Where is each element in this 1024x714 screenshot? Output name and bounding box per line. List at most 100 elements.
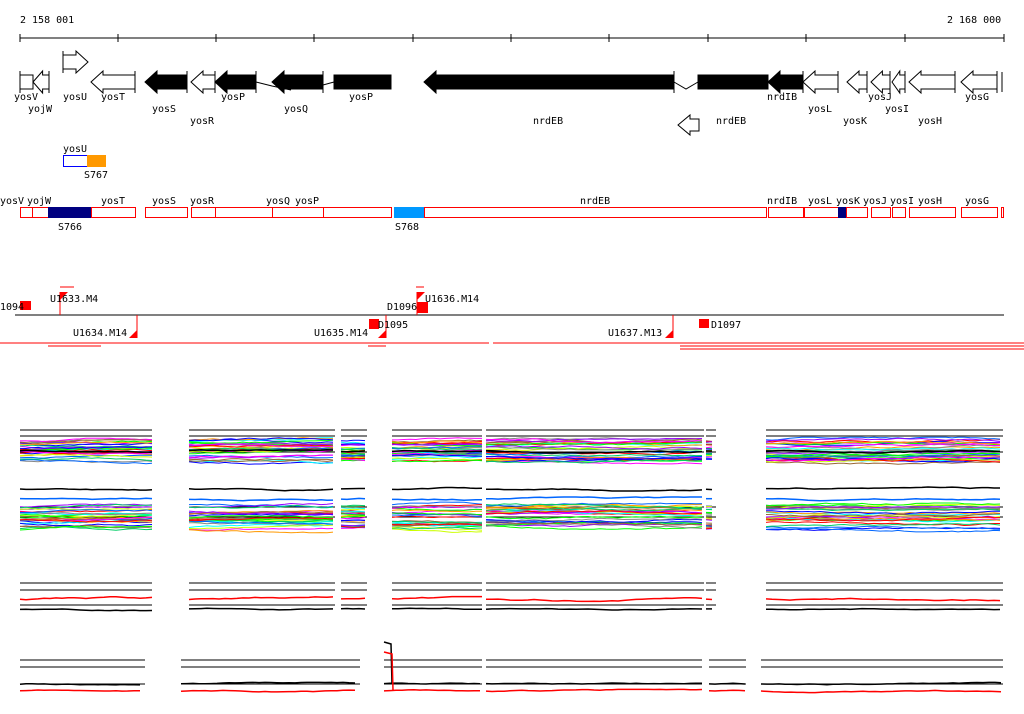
marker-label[interactable]: U1637.M13 — [608, 328, 662, 339]
gene-label[interactable]: yosR — [190, 116, 215, 127]
marker-flag-icon[interactable] — [378, 330, 386, 338]
segment-box[interactable] — [48, 207, 92, 218]
feature-s767-box[interactable] — [87, 155, 106, 167]
plot-series-line — [340, 439, 366, 442]
marker-label[interactable]: U1635.M14 — [314, 328, 368, 339]
segment-box[interactable] — [846, 207, 868, 218]
segment-box[interactable] — [768, 207, 804, 218]
marker-label[interactable]: D1095 — [378, 320, 408, 331]
gene-arrow[interactable] — [214, 69, 257, 95]
plot-series-line — [765, 502, 1001, 507]
segment-label: yosS — [152, 196, 176, 207]
gene-arrow[interactable] — [846, 69, 868, 95]
plot-series-line — [391, 523, 483, 526]
gene-label[interactable]: yojW — [28, 104, 53, 115]
gene-label[interactable]: yosU — [63, 92, 87, 103]
segment-box[interactable] — [961, 207, 998, 218]
gene-arrow[interactable] — [423, 69, 675, 95]
segment-box[interactable] — [424, 207, 767, 218]
gene-arrow[interactable] — [802, 69, 839, 95]
plot-series-line — [188, 504, 334, 509]
feature-gene-box[interactable] — [63, 155, 88, 167]
gene-arrow[interactable] — [19, 74, 34, 90]
marker-flag-icon[interactable] — [417, 292, 425, 300]
plot-series-line — [485, 437, 703, 442]
gene-label[interactable]: yosI — [885, 104, 909, 115]
segment-box[interactable] — [1001, 207, 1004, 218]
plot-series-line — [340, 505, 366, 508]
plot-series-line — [340, 497, 366, 501]
segment-box[interactable] — [91, 207, 136, 218]
marker-label[interactable]: U1634.M14 — [73, 328, 127, 339]
plot-series-line — [485, 445, 703, 451]
gene-arrow-small[interactable] — [677, 113, 700, 137]
plot-series-line — [340, 508, 366, 511]
gene-label[interactable]: yosP — [349, 92, 373, 103]
marker-flag-icon[interactable] — [665, 330, 673, 338]
gene-label[interactable]: nrdEB — [533, 116, 563, 127]
segment-box[interactable] — [20, 207, 33, 218]
gene-label[interactable]: nrdIB — [767, 92, 797, 103]
segment-box[interactable] — [892, 207, 906, 218]
marker-label[interactable]: D1097 — [711, 320, 741, 331]
gene-arrow[interactable] — [90, 69, 136, 95]
marker-box[interactable] — [699, 319, 709, 328]
marker-flag-icon[interactable] — [60, 292, 68, 300]
gene-label[interactable]: yosS — [152, 104, 176, 115]
gene-arrow[interactable] — [32, 69, 50, 95]
plot-series-line — [765, 443, 1001, 449]
plot-series-line — [708, 689, 746, 692]
plot-series-line — [19, 446, 153, 450]
plot-series-line — [391, 509, 482, 513]
segment-box[interactable] — [272, 207, 324, 218]
gene-label[interactable]: yosL — [808, 104, 832, 115]
segment-box[interactable] — [191, 207, 216, 218]
marker-label[interactable]: D1096 — [387, 302, 417, 313]
gene-arrow[interactable] — [767, 69, 804, 95]
plot-series-line — [760, 681, 1002, 686]
marker-label[interactable]: U1633.M4 — [50, 294, 98, 305]
gene-label[interactable]: yosH — [918, 116, 942, 127]
plot-series-line — [340, 513, 366, 516]
segment-box[interactable] — [871, 207, 891, 218]
gene-arrow[interactable] — [870, 69, 891, 95]
marker-flag-icon[interactable] — [129, 330, 137, 338]
plot-series-line — [188, 458, 334, 462]
segment-box[interactable] — [145, 207, 188, 218]
segment-box[interactable] — [909, 207, 956, 218]
gene-arrow[interactable] — [960, 69, 998, 95]
marker-label[interactable]: U1636.M14 — [425, 294, 479, 305]
gene-label[interactable]: nrdEB — [716, 116, 746, 127]
gene-arrow[interactable] — [190, 69, 216, 95]
marker-box[interactable] — [417, 302, 428, 313]
marker-box[interactable] — [20, 301, 31, 310]
gene-arrow[interactable] — [62, 49, 89, 75]
gene-arrow[interactable] — [271, 69, 324, 95]
gene-arrow[interactable] — [144, 69, 188, 95]
plot-series-line — [391, 440, 483, 444]
gene-label[interactable]: yosQ — [284, 104, 308, 115]
plot-series-line — [766, 510, 1001, 515]
segment-box[interactable] — [215, 207, 273, 218]
gene-arrow[interactable] — [697, 74, 769, 90]
gene-arrow[interactable] — [333, 74, 392, 90]
marker-label[interactable]: 1094 — [0, 302, 24, 313]
segment-box[interactable] — [323, 207, 392, 218]
gene-label[interactable]: yosK — [843, 116, 867, 127]
gene-label[interactable]: yosT — [101, 92, 125, 103]
segment-box[interactable] — [394, 207, 425, 218]
gene-label[interactable]: yosJ — [868, 92, 892, 103]
segment-box[interactable] — [838, 207, 847, 218]
gene-label[interactable]: yosP — [221, 92, 245, 103]
plot-series-line — [391, 453, 483, 457]
plot-series-line — [486, 596, 703, 603]
gene-arrow[interactable] — [908, 69, 956, 95]
marker-box[interactable] — [369, 319, 379, 329]
gene-label[interactable]: yosG — [965, 92, 989, 103]
plot-series-line — [188, 510, 334, 515]
segment-box[interactable] — [32, 207, 49, 218]
segment-box[interactable] — [804, 207, 839, 218]
gene-label[interactable]: yosV — [14, 92, 38, 103]
gene-arrow[interactable] — [891, 69, 906, 95]
